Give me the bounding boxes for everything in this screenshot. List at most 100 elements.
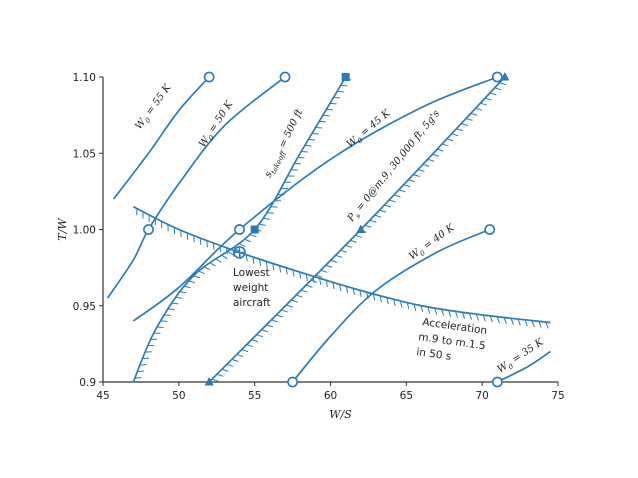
hatch-mark	[285, 267, 288, 275]
axes: 45 50 55 60 65 70 75 0.9 0.95 1.00 1.05 1.10 W/S T/W	[56, 72, 565, 421]
hatch-mark	[413, 174, 420, 178]
hatch-mark	[259, 259, 262, 266]
hatch-mark	[524, 319, 528, 327]
hatch-mark	[499, 82, 507, 86]
hatch-mark	[188, 280, 196, 284]
hatch-mark	[263, 217, 270, 220]
hatch-mark	[545, 321, 549, 329]
hatch-mark	[226, 247, 228, 255]
hatch-mark	[427, 158, 435, 162]
circle-marker	[279, 71, 291, 83]
hatch-mark	[226, 363, 234, 367]
hatch-mark	[437, 148, 444, 152]
hatch-mark	[236, 353, 244, 358]
hatch-mark	[420, 305, 424, 313]
hatch-mark	[422, 163, 430, 167]
hatch-mark	[291, 299, 298, 303]
hatch-mark	[448, 310, 452, 317]
hatch-mark	[139, 364, 147, 366]
circle-marker	[491, 71, 503, 83]
hatch-mark	[292, 269, 295, 277]
series-line	[106, 76, 286, 299]
x-axis-title: W/S	[329, 408, 352, 421]
hatch-mark	[305, 274, 308, 281]
hatch-mark	[319, 278, 322, 285]
y-tick-label: 0.95	[73, 301, 96, 313]
label-w0-50k: W0 = 50 K	[197, 99, 237, 151]
hatch-mark	[345, 244, 352, 248]
hatch-mark	[393, 299, 396, 306]
hatch-mark	[183, 285, 191, 289]
hatch-mark	[271, 319, 278, 323]
y-tick-label: 1.05	[73, 148, 96, 160]
hatch-mark	[441, 143, 449, 147]
hatch-mark	[252, 256, 255, 264]
hatch-mark	[441, 309, 445, 316]
hatch-mark	[299, 271, 302, 279]
hatch-mark	[305, 284, 313, 288]
hatch-mark	[312, 276, 315, 283]
hatch-mark	[384, 204, 391, 208]
hatch-mark	[475, 107, 483, 111]
x-tick-label: 65	[400, 390, 413, 402]
hatch-mark	[510, 318, 514, 325]
hatch-mark	[531, 320, 535, 328]
hatch-mark	[451, 133, 459, 137]
hatch-mark	[231, 358, 239, 362]
hatch-mark	[359, 290, 362, 297]
hatch-mark	[325, 264, 333, 268]
hatch-mark	[279, 265, 282, 273]
series-line	[496, 350, 551, 383]
hatch-mark	[171, 302, 179, 305]
note-lowest-2: weight	[233, 282, 268, 294]
series-1	[106, 71, 291, 299]
circle-marker	[203, 71, 215, 83]
hatch-mark	[266, 324, 274, 328]
hatch-mark	[179, 291, 187, 294]
hatch-mark	[446, 138, 454, 142]
label-w0-45k: W0 = 45 K	[345, 108, 394, 152]
hatch-mark	[245, 254, 248, 262]
hatch-mark	[427, 306, 431, 314]
hatch-mark	[482, 314, 486, 322]
y-tick-label: 1.00	[73, 225, 96, 237]
hatch-mark	[399, 300, 403, 308]
hatch-mark	[364, 224, 372, 228]
series-7	[132, 205, 551, 329]
hatch-mark	[300, 289, 308, 293]
hatch-mark	[494, 87, 502, 91]
hatch-mark	[142, 357, 150, 360]
label-w0-55k: W0 = 55 K	[134, 82, 176, 133]
hatch-mark	[296, 294, 303, 298]
hatch-mark	[379, 209, 387, 213]
hatch-mark	[259, 223, 266, 226]
hatch-mark	[366, 292, 369, 299]
triangle-marker	[204, 377, 214, 386]
label-s-takeoff: stakeoff = 500 ft	[263, 107, 308, 180]
lowest-weight-marker	[233, 246, 246, 259]
circle-marker	[234, 224, 245, 235]
x-tick-label: 50	[172, 390, 185, 402]
circle-marker	[484, 224, 496, 235]
hatch-mark	[211, 378, 219, 382]
x-tick-label: 70	[475, 390, 488, 402]
hatch-mark	[286, 304, 293, 308]
hatch-mark	[369, 219, 377, 223]
hatch-mark	[335, 254, 343, 258]
hatch-mark	[164, 314, 171, 316]
hatch-mark	[175, 296, 183, 299]
hatch-mark	[241, 349, 249, 353]
hatch-mark	[265, 261, 268, 269]
square-marker	[341, 73, 350, 81]
hatch-mark	[465, 118, 473, 121]
hatch-mark	[281, 309, 288, 313]
hatch-mark	[386, 297, 389, 305]
series-0	[112, 71, 215, 200]
hatch-mark	[332, 282, 335, 290]
square-marker	[250, 225, 259, 234]
hatch-mark	[209, 262, 216, 267]
hatch-mark	[249, 234, 257, 238]
y-tick-label: 0.9	[79, 377, 96, 389]
series-3	[287, 224, 496, 388]
